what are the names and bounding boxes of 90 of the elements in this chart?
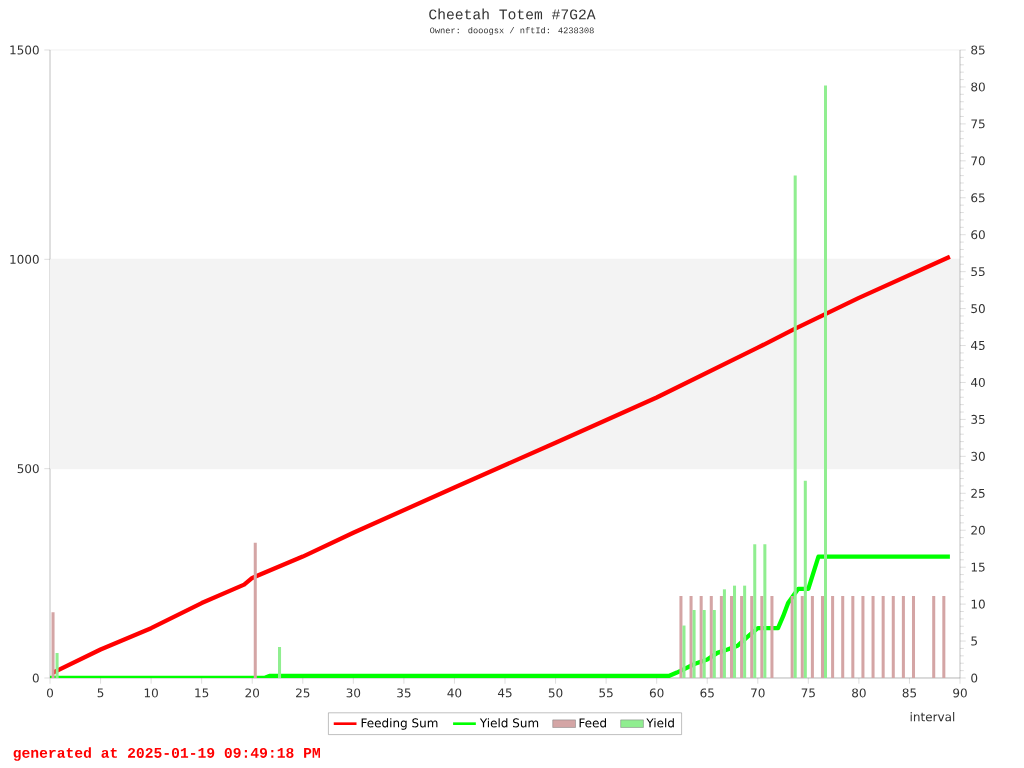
x-tick-label: 25 [296,688,310,698]
x-tick-label: 45 [497,688,512,698]
bar [51,612,55,678]
bar [712,610,716,678]
bar [709,595,713,678]
bar [800,595,804,678]
y2-tick-label: 80 [971,82,985,92]
bar [871,595,875,678]
y2-tick-label: 5 [971,636,977,646]
bar [763,544,767,678]
x-tick-label: 50 [548,688,563,698]
x-tick-label: 70 [751,688,765,698]
bar [278,646,282,678]
bar [702,610,706,678]
bar [831,595,835,678]
y-tick-label: 0 [32,673,39,683]
x-tick-label: 35 [397,688,411,698]
bar [851,595,855,678]
x-tick-label: 20 [245,688,260,698]
bar [55,652,59,678]
bar [891,595,895,678]
bar [942,595,946,678]
y2-tick-label: 25 [971,488,985,498]
bar [793,175,797,678]
y2-tick-label: 75 [971,119,985,129]
bar [692,610,696,678]
bar [770,595,774,678]
y2-tick-label: 0 [971,673,978,683]
bar [824,85,828,678]
y-tick-label: 500 [17,464,39,474]
bar [729,595,734,678]
x-tick-label: 75 [801,688,815,698]
bar [253,542,257,678]
legend-label: Feed [579,718,606,728]
bar [733,585,737,678]
x-tick-label: 15 [195,688,209,698]
bar [760,595,764,678]
y2-tick-label: 55 [971,267,985,277]
x-tick-label: 5 [97,688,104,698]
bar [750,595,754,678]
bar [679,595,683,678]
bar [881,595,885,678]
x-tick-label: 40 [447,688,462,698]
bar [719,595,723,678]
bar [689,595,693,678]
bar [861,595,865,678]
chart-title: Cheetah Totem #7G2A [429,8,596,20]
y2-tick-label: 50 [971,304,985,314]
bar [743,585,747,678]
x-tick-label: 60 [649,688,664,698]
y2-tick-label: 85 [971,45,985,55]
y-tick-label: 1000 [10,254,39,264]
y2-tick-label: 35 [971,414,985,424]
legend-label: Feeding Sum [361,718,438,730]
x-tick-label: 65 [700,688,714,698]
bar [753,544,757,678]
y2-tick-label: 70 [971,156,985,166]
x-tick-label: 55 [599,688,613,698]
bar [699,595,703,678]
bar [740,595,744,678]
bar [803,480,807,678]
y2-tick-label: 40 [971,377,985,388]
bar [722,589,726,678]
x-tick-label: 0 [46,688,54,698]
x-axis-title: interval [910,712,955,722]
bar [841,595,845,678]
x-tick-label: 30 [346,688,361,698]
bar [810,595,814,678]
bar [932,595,936,678]
bar [901,595,905,678]
y2-tick-label: 60 [971,230,985,240]
x-tick-label: 85 [902,688,917,698]
y2-tick-label: 30 [971,451,985,461]
y2-tick-label: 65 [971,193,985,203]
x-tick-label: 90 [953,688,967,698]
y-tick-label: 1500 [10,45,39,55]
legend-label: Yield Sum [479,718,539,728]
bar [911,595,916,678]
y2-tick-label: 15 [971,562,985,572]
chart-subtitle: Owner: dooogsx / nftId: 4238308 [430,26,594,36]
legend-label: Yield [646,718,674,728]
y2-tick-label: 20 [971,525,985,535]
x-tick-label: 10 [144,688,158,698]
bar [682,625,686,678]
y2-tick-label: 45 [971,341,985,350]
bar [790,595,794,678]
x-tick-label: 80 [852,688,866,698]
y2-tick-label: 10 [971,599,985,609]
bar [820,595,825,678]
text: generated at 2025-01-19 09:49:18 PM [13,747,320,761]
